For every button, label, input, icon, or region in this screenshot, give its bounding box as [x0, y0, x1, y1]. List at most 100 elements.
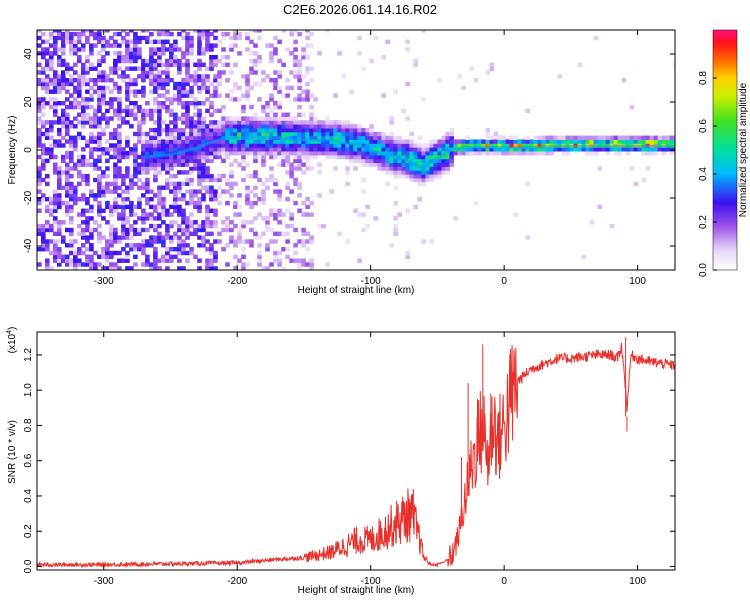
spectrogram-cell [305, 35, 310, 41]
spectrogram-cell [161, 101, 166, 106]
spectrogram-cell [149, 143, 154, 148]
spectrogram-cell [65, 131, 70, 137]
spectrogram-cell [117, 266, 122, 270]
spectrogram-cell [193, 162, 198, 167]
spectrogram-cell [113, 189, 118, 194]
spectrogram-cell [173, 174, 178, 179]
spectrogram-cell [305, 93, 310, 98]
spectrogram-cell [537, 147, 543, 152]
spectrogram-cell [261, 143, 266, 148]
spectrogram-cell [57, 181, 62, 187]
spectrogram-cell [185, 216, 190, 221]
spectrogram-cell [153, 216, 158, 221]
spectrogram-cell [141, 208, 146, 213]
spectrogram-cell [101, 254, 106, 259]
spectrogram-cell [141, 154, 146, 160]
spectrogram-cell [105, 108, 110, 114]
spectrogram-cell [189, 247, 194, 252]
spectrogram-cell [101, 116, 106, 121]
spectrogram-cell [213, 74, 218, 79]
snr-y-ticks: 0.00.20.40.60.81.01.2 [23, 348, 675, 573]
spectrogram-cell [285, 93, 290, 98]
spectrogram-cell [213, 177, 218, 183]
spectrogram-cell [189, 170, 194, 175]
spectrogram-cell [265, 104, 270, 110]
spectrogram-cell [313, 151, 318, 156]
spectrogram-cell [213, 154, 218, 160]
spectrogram-cell [141, 74, 146, 79]
spectrogram-cell [205, 223, 210, 229]
spectrogram-cell [49, 151, 54, 156]
spectrogram-cell [81, 116, 86, 121]
spectrogram-cell [449, 139, 454, 144]
spectrogram-cell [213, 35, 218, 41]
spectrogram-cell [189, 166, 194, 171]
spectrogram-cell [73, 189, 78, 194]
spectrogram-cell [41, 51, 46, 56]
spectrogram-cell [45, 81, 50, 87]
spectrogram-cell [253, 112, 258, 117]
spectrogram-cell [261, 162, 266, 167]
spectrogram-cell [597, 166, 603, 171]
spectrogram-cell [125, 74, 130, 79]
spectrogram-cell [457, 74, 462, 79]
spectrogram-cell [69, 43, 74, 48]
spectrogram-cell [489, 62, 495, 67]
spectrogram-cell [369, 139, 374, 144]
spectrogram-cell [385, 139, 390, 144]
spectrogram-cell [513, 212, 519, 217]
spectrogram-cell [305, 204, 310, 210]
spectrogram-cell [65, 243, 70, 248]
spectrogram-cell [281, 116, 286, 121]
spectrogram-cell [465, 135, 470, 140]
spectrogram-cell [233, 239, 238, 244]
spectrogram-cell [45, 204, 50, 210]
spectrogram-cell [121, 258, 126, 263]
spectrogram-cell [165, 147, 170, 152]
spectrogram-cell [301, 258, 306, 263]
spectrogram-cell [197, 120, 202, 125]
spectrogram-cell [61, 135, 66, 140]
spectrogram-cell [589, 147, 595, 152]
colorbar-tick-label: 0.8 [698, 71, 709, 85]
spectrogram-cell [53, 70, 58, 75]
spectrogram-cell [49, 127, 54, 133]
spectrogram-cell [277, 143, 282, 148]
spectrogram-cell [549, 147, 555, 152]
spectrogram-cell [177, 127, 182, 133]
spectrogram-cell [249, 143, 254, 148]
spectrogram-cell [377, 154, 382, 160]
spectrogram-cell [65, 185, 70, 190]
spectrogram-cell [353, 127, 358, 133]
spectrogram-cell [89, 231, 94, 236]
spectrogram-cell [257, 147, 262, 152]
spectrogram-cell [341, 147, 346, 152]
spectrogram-cell [37, 78, 42, 83]
spectrogram-cell [237, 124, 242, 129]
spectrogram-cell [153, 250, 158, 256]
spectrogram-cell [249, 200, 254, 206]
spectrogram-cell [357, 151, 362, 156]
spectrogram-cell [641, 135, 647, 140]
snr-y-tick-label: 0.6 [23, 453, 34, 467]
spectrogram-cell [313, 120, 318, 125]
spectrogram-cell [157, 151, 162, 156]
spectrogram-cell [265, 74, 270, 79]
spectrogram-cell [161, 143, 166, 148]
spectrogram-cell [157, 81, 162, 87]
spectrogram-cell [225, 124, 230, 129]
spectrogram-cell [169, 120, 174, 125]
spectrogram-cell [113, 135, 118, 140]
spectrogram-cell [185, 200, 190, 206]
spectrogram-cell [193, 81, 198, 87]
snr-y-tick-label: 0.0 [23, 559, 34, 573]
spectrogram-cell [105, 78, 110, 83]
spectrogram-cell [485, 131, 491, 137]
spectrogram-cell [225, 93, 230, 98]
spectrogram-cell [385, 39, 390, 44]
spectrogram-cell [469, 151, 475, 156]
spectrogram-cell [429, 166, 434, 171]
spectrogram-cell [69, 262, 74, 267]
spectrogram-cell [53, 197, 58, 202]
